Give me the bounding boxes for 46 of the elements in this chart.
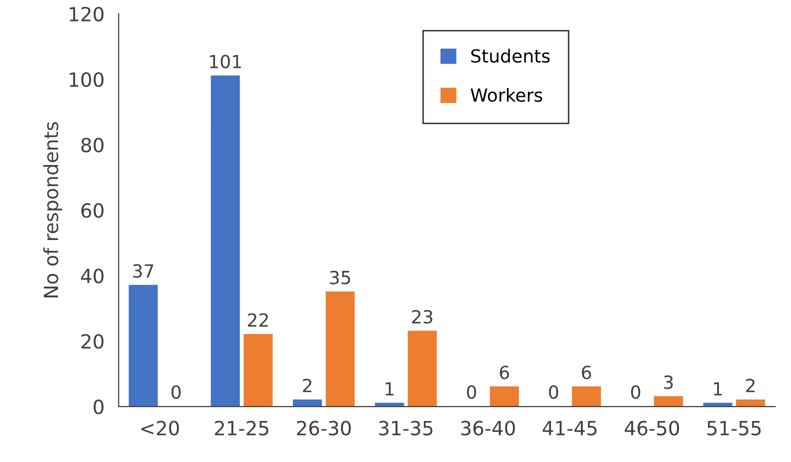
bar [244,334,273,407]
bar [654,396,683,407]
x-tick-label: 36-40 [461,420,515,436]
bar [408,330,437,407]
legend-label: Workers [470,88,542,102]
data-label: 35 [330,270,350,284]
data-label: 101 [210,54,241,68]
data-label: 1 [714,382,722,396]
data-label: 0 [172,385,181,399]
bar [210,75,240,407]
x-tick-label: 31-35 [379,420,432,436]
data-label: 0 [466,385,476,399]
x-tick-label: 21-25 [214,420,268,436]
bar [326,291,355,407]
data-label: 0 [631,385,640,399]
x-tick-label: <20 [141,420,179,436]
data-label: 0 [549,385,558,399]
bar [490,386,519,407]
bar [572,386,601,407]
x-tick-label: 46-50 [624,420,680,436]
data-label: 2 [746,378,754,392]
data-label: 3 [664,375,673,390]
y-tick-label: 0 [94,400,104,414]
data-label: 1 [386,382,394,396]
y-tick-label: 100 [70,72,104,87]
y-tick-label: 120 [70,6,104,22]
data-label: 23 [412,310,432,324]
bar [374,402,404,407]
bar [128,284,158,407]
data-label: 2 [302,378,312,392]
legend-label: Students [471,48,550,63]
x-tick-label: 41-45 [542,421,597,436]
data-label: 22 [248,313,268,327]
bar [703,402,732,407]
y-tick-label: 60 [81,203,104,218]
data-label: 6 [500,366,509,380]
data-label: 37 [133,264,154,278]
x-tick-label: 51-55 [707,421,761,436]
bar [292,399,322,407]
y-tick-label: 20 [81,334,104,349]
y-axis-title: No of respondents [43,122,62,298]
y-tick-label: 40 [80,268,104,284]
y-tick-label: 80 [81,138,104,152]
x-tick-label: 26-30 [296,420,351,436]
data-label: 6 [582,366,592,380]
bar [736,399,766,407]
